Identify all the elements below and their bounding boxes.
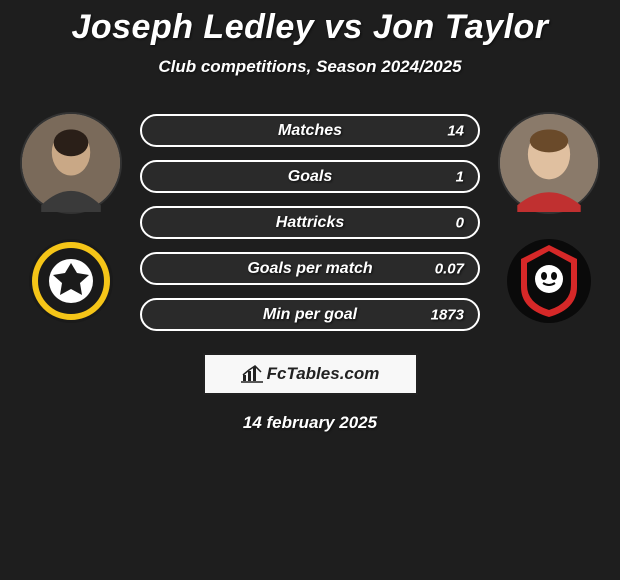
club-left-badge	[29, 239, 113, 323]
stat-value: 0.07	[435, 260, 464, 277]
brand-box[interactable]: FcTables.com	[203, 353, 418, 395]
salford-badge-icon	[507, 239, 591, 323]
stat-label: Matches	[278, 122, 342, 140]
stat-value: 0	[456, 214, 464, 231]
player-left-avatar	[20, 112, 122, 214]
stat-label: Min per goal	[263, 306, 357, 324]
brand-text: FcTables.com	[267, 364, 380, 384]
club-right-badge	[507, 239, 591, 323]
player-right-silhouette-icon	[500, 112, 598, 214]
comparison-card: Joseph Ledley vs Jon Taylor Club competi…	[0, 0, 620, 433]
comparison-body: Matches 14 Goals 1 Hattricks 0 Goals per…	[0, 112, 620, 331]
stat-row: Goals 1	[140, 160, 480, 193]
player-left-silhouette-icon	[22, 112, 120, 214]
stats-list: Matches 14 Goals 1 Hattricks 0 Goals per…	[140, 112, 480, 331]
stat-value: 14	[447, 122, 464, 139]
right-column	[498, 112, 600, 323]
left-column	[20, 112, 122, 323]
stat-value: 1	[456, 168, 464, 185]
chart-icon	[241, 365, 263, 383]
page-title: Joseph Ledley vs Jon Taylor	[0, 8, 620, 47]
stat-row: Min per goal 1873	[140, 298, 480, 331]
stat-row: Matches 14	[140, 114, 480, 147]
stat-value: 1873	[431, 306, 464, 323]
stat-row: Goals per match 0.07	[140, 252, 480, 285]
subtitle: Club competitions, Season 2024/2025	[0, 57, 620, 77]
stat-label: Goals	[288, 168, 332, 186]
date-text: 14 february 2025	[0, 413, 620, 433]
player-right-avatar	[498, 112, 600, 214]
newport-badge-icon	[29, 239, 113, 323]
stat-label: Goals per match	[247, 260, 372, 278]
stat-row: Hattricks 0	[140, 206, 480, 239]
stat-label: Hattricks	[276, 214, 344, 232]
